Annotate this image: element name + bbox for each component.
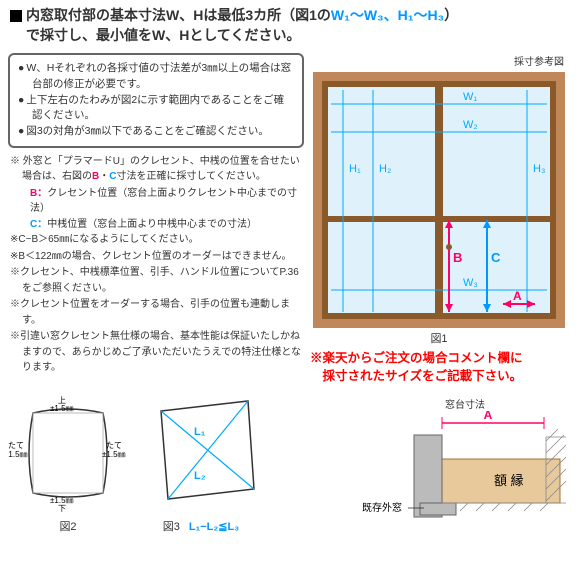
svg-text:C: C <box>491 250 501 265</box>
svg-text:L₂: L₂ <box>194 470 206 482</box>
fig1-label: 図1 <box>308 330 570 346</box>
svg-text:既存外窓: 既存外窓 <box>362 501 402 514</box>
square-bullet-icon <box>10 10 22 22</box>
note-4: クレセント、中桟標準位置、引手、ハンドル位置についてP.36をご参照ください。 <box>10 265 302 296</box>
instruction-box: W、Hそれぞれの各採寸値の寸法差が3㎜以上の場合は窓台部の修正が必要です。 上下… <box>8 53 304 148</box>
bullet-1: W、Hそれぞれの各採寸値の寸法差が3㎜以上の場合は窓台部の修正が必要です。 <box>18 61 294 93</box>
figure-2: 上 ±1.5㎜ 下 ±1.5㎜ たて ±1.5㎜ たて ±1.5㎜ 図2 <box>8 393 128 534</box>
heading-paren: ） <box>444 7 458 23</box>
note-1: 外窓と「プラマードU」のクレセント、中桟の位置を合せたい場合は、右図のB・C寸法… <box>10 154 302 185</box>
note-2: C−B＞65㎜になるようにしてください。 <box>10 232 302 248</box>
rakuten-note: ※楽天からご注文の場合コメント欄に 採寸されたサイズをご記載下さい。 <box>308 346 570 391</box>
svg-text:W₃: W₃ <box>463 277 478 289</box>
figure-1: W₁ W₂ W₃ H₁ H₂ H₃ B C A <box>313 72 565 328</box>
svg-text:たて: たて <box>8 441 24 450</box>
w1-label: W₁ <box>463 91 477 103</box>
svg-text:H₁: H₁ <box>349 163 361 175</box>
svg-text:W₂: W₂ <box>463 119 478 131</box>
fig2-label: 図2 <box>8 518 128 534</box>
heading-text-1: 内窓取付部の基本寸法W、Hは最低3カ所（図1の <box>26 7 331 23</box>
sill-title: 窓台寸法 <box>360 396 570 411</box>
figure-3: L₁ L₂ 図3 L₁−L₂≦L₃ <box>136 393 266 534</box>
fig3-label: 図3 L₁−L₂≦L₃ <box>136 518 266 534</box>
note-B-def: B：クレセント位置（窓台上面よりクレセント中心までの寸法） <box>10 186 302 217</box>
svg-text:A: A <box>484 411 493 422</box>
note-6: 引違い窓クレセント無仕様の場合、基本性能は保証いたしかねますので、あらかじめご了… <box>10 329 302 376</box>
svg-text:額 縁: 額 縁 <box>494 473 524 488</box>
svg-text:H₃: H₃ <box>533 163 545 175</box>
heading-range: W₁～W₃、H₁～H₃ <box>331 7 444 23</box>
svg-text:H₂: H₂ <box>379 163 391 175</box>
bullet-2: 上下左右のたわみが図2に示す範囲内であることをご確認ください。 <box>18 93 294 125</box>
heading-text-2: で採寸し、最小値をW、Hとしてください。 <box>26 27 300 43</box>
svg-text:±1.5㎜: ±1.5㎜ <box>50 404 74 413</box>
svg-text:B: B <box>453 250 462 265</box>
bullet-3: 図3の対角が3㎜以下であることをご確認ください。 <box>18 124 294 140</box>
svg-text:L₁: L₁ <box>194 426 206 438</box>
svg-text:±1.5㎜: ±1.5㎜ <box>102 450 126 459</box>
main-heading: 内窓取付部の基本寸法W、Hは最低3カ所（図1のW₁～W₃、H₁～H₃） で採寸し… <box>0 0 578 49</box>
svg-text:たて: たて <box>106 441 122 450</box>
ref-label: 採寸参考図 <box>308 53 570 68</box>
l3-formula: L₁−L₂≦L₃ <box>189 521 239 533</box>
note-5: クレセント位置をオーダーする場合、引手の位置も連動します。 <box>10 297 302 328</box>
sill-figure: 窓台寸法 A 額 縁 <box>360 396 570 534</box>
note-C-def: C：中桟位置（窓台上面より中桟中心までの寸法） <box>10 217 302 233</box>
svg-text:下: 下 <box>58 504 66 513</box>
svg-text:±1.5㎜: ±1.5㎜ <box>50 496 74 505</box>
svg-text:A: A <box>513 289 522 303</box>
svg-text:±1.5㎜: ±1.5㎜ <box>8 450 28 459</box>
notes-block: 外窓と「プラマードU」のクレセント、中桟の位置を合せたい場合は、右図のB・C寸法… <box>8 154 304 376</box>
note-3: B＜122㎜の場合、クレセント位置のオーダーはできません。 <box>10 249 302 265</box>
